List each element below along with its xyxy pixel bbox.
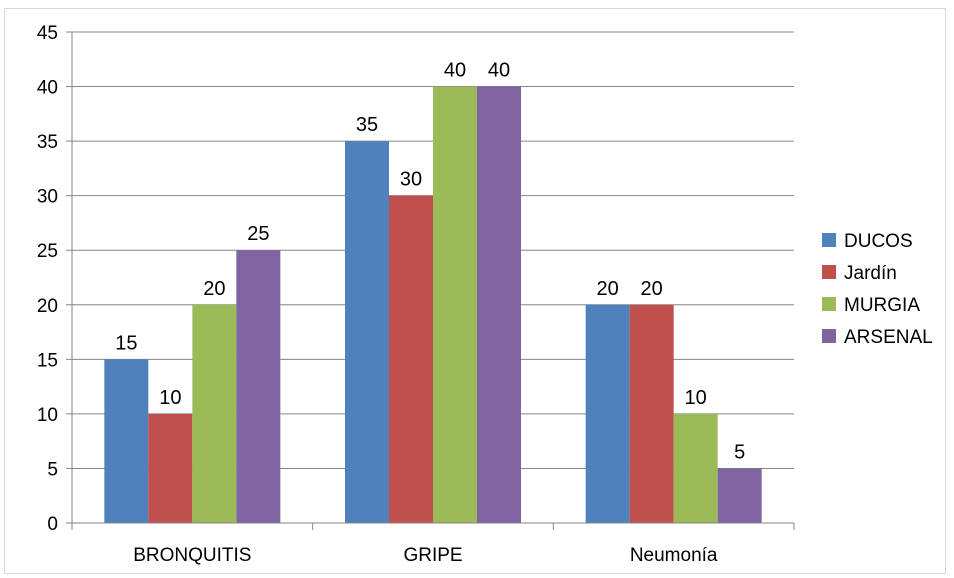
x-tick-label: Neumonía [630, 545, 718, 566]
legend-label: MURGIA [844, 295, 920, 316]
y-tick-label: 5 [47, 459, 58, 480]
bar [433, 86, 477, 524]
bar [477, 86, 521, 524]
bar [585, 304, 630, 523]
legend-swatch [822, 297, 836, 311]
bar [236, 250, 281, 523]
y-tick-label: 45 [37, 23, 58, 44]
y-tick-label: 30 [37, 187, 58, 208]
data-label: 20 [597, 278, 619, 300]
legend: DUCOS Jardín MURGIA ARSENAL [822, 231, 933, 348]
bars [104, 86, 762, 524]
bar [192, 304, 237, 523]
data-label: 40 [488, 60, 510, 82]
data-label: 5 [734, 441, 745, 463]
data-label: 40 [444, 60, 466, 82]
bar [148, 413, 193, 523]
y-tick-label: 20 [37, 296, 58, 317]
bar [629, 304, 674, 523]
data-label: 20 [641, 278, 663, 300]
bar [673, 413, 718, 523]
y-tick-label: 25 [37, 241, 58, 262]
y-tick-label: 10 [37, 405, 58, 426]
data-label: 15 [115, 332, 137, 354]
legend-swatch [822, 265, 836, 279]
bar [345, 141, 389, 523]
y-tick-label: 15 [37, 350, 58, 371]
legend-label: Jardín [844, 263, 897, 284]
data-labels: 15 10 20 25 35 30 40 40 20 20 10 5 [115, 60, 745, 464]
axes: 0 5 10 15 20 25 30 35 40 45 BRONQUITIS GRIPE Neumoní… [37, 23, 795, 566]
x-tick-label: GRIPE [403, 545, 462, 566]
bar [104, 359, 149, 523]
data-label: 10 [159, 387, 181, 409]
legend-label: ARSENAL [844, 327, 933, 348]
legend-swatch [822, 233, 836, 247]
legend-label: DUCOS [844, 231, 913, 252]
y-tick-label: 0 [47, 514, 58, 535]
data-label: 20 [203, 278, 225, 300]
data-label: 35 [356, 114, 378, 136]
legend-swatch [822, 329, 836, 343]
bar [389, 195, 433, 523]
data-label: 10 [685, 387, 707, 409]
bar [717, 468, 762, 523]
x-tick-label: BRONQUITIS [133, 545, 251, 566]
y-tick-label: 40 [37, 78, 58, 99]
y-tick-label: 35 [37, 132, 58, 153]
data-label: 25 [247, 223, 269, 245]
data-label: 30 [400, 169, 422, 191]
